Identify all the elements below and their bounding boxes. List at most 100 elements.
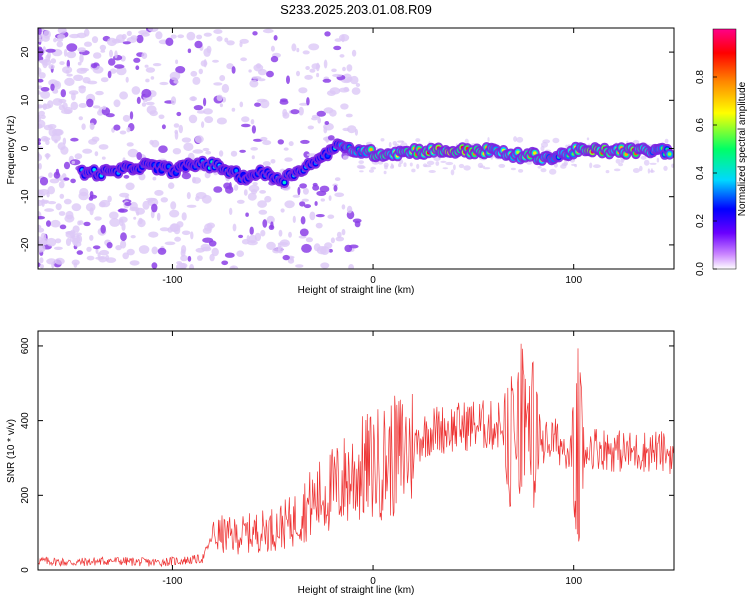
spectrogram-noise-blob [55, 238, 62, 244]
spectrogram-noise-blob [186, 31, 196, 41]
spectrogram-noise-blob [57, 33, 66, 40]
spectrogram-noise-blob [464, 138, 469, 145]
spectrogram-noise-blob [160, 197, 168, 203]
spectrogram-ridge-cell [667, 152, 672, 156]
spectrogram-noise-blob [238, 234, 244, 239]
spectrogram-noise-blob [329, 87, 341, 95]
spectrogram-noise-blob [73, 241, 82, 247]
spectrogram-noise-blob [53, 81, 60, 88]
spectrogram-noise-blob [66, 51, 77, 59]
spectrogram-noise-blob [290, 109, 300, 115]
spectrogram-noise-blob [292, 215, 296, 223]
spectrogram-noise-blob [149, 139, 154, 145]
spectrogram-noise-blob [209, 253, 215, 262]
spectrogram-noise-blob [175, 66, 186, 74]
colorbar-tick-label: 0.2 [695, 214, 706, 228]
spectrogram-noise-blob [240, 57, 248, 62]
spectrogram-noise-blob [216, 36, 223, 42]
spectrogram-noise-blob [289, 256, 294, 261]
spectrogram-noise-blob [262, 28, 274, 34]
spectrogram-noise-blob [205, 150, 212, 155]
spectrogram-noise-blob [190, 231, 194, 240]
spectrogram-noise-blob [216, 117, 227, 125]
spectrogram-noise-blob [126, 142, 134, 147]
spectrogram-noise-blob [78, 116, 84, 121]
spectrogram-noise-blob [45, 153, 50, 160]
spectrogram-noise-blob [309, 211, 316, 221]
spectrogram-noise-blob [620, 160, 624, 163]
spectrogram-noise-blob [59, 224, 67, 230]
spectrogram-noise-blob [138, 245, 150, 254]
spectrogram-noise-blob [107, 70, 112, 79]
spectrogram-noise-blob [358, 160, 365, 165]
spectrogram-noise-blob [113, 124, 121, 131]
spectrogram-noise-blob [145, 101, 155, 106]
spectrogram-noise-blob [647, 168, 651, 174]
spectrogram-noise-blob [341, 34, 345, 43]
spectrogram-noise-blob [142, 200, 150, 210]
spectrogram-noise-blob [38, 224, 42, 229]
spectrogram-noise-blob [239, 101, 244, 108]
spectrogram-noise-blob [118, 208, 125, 213]
spectrogram-noise-blob [78, 220, 84, 225]
snr-x-ticks: -100 0 100 [162, 331, 582, 587]
spectrogram-noise-blob [40, 87, 50, 92]
spectrogram-noise-blob [50, 58, 57, 64]
spectrogram-noise-blob [208, 240, 217, 247]
spectrogram-noise-blob [258, 209, 268, 215]
spectrogram-noise-blob [323, 107, 334, 114]
spectrogram-noise-blob [390, 163, 393, 166]
spectrogram-noise-blob [351, 87, 361, 95]
spectrogram-noise-blob [282, 254, 290, 261]
spectrogram-noise-blob [398, 163, 402, 168]
spectrogram-noise-blob [426, 160, 435, 166]
spectrogram-ridge-cell [282, 180, 287, 185]
spectrogram-noise-blob [277, 245, 284, 254]
spectrogram-noise-blob [47, 124, 57, 129]
spectrogram-noise-blob [320, 198, 325, 202]
spectrogram-noise-blob [383, 170, 387, 175]
spectrogram-noise-blob [315, 214, 325, 218]
colorbar-tick-label: 0.0 [695, 262, 706, 276]
spectrogram-noise-blob [69, 159, 81, 166]
spectrogram-noise-blob [148, 28, 159, 32]
spectrogram-noise-blob [540, 168, 547, 173]
spectrogram-noise-blob [138, 217, 143, 225]
spectrogram-noise-blob [38, 216, 45, 220]
spectrogram-noise-blob [479, 165, 486, 168]
spectrogram-noise-blob [249, 226, 254, 235]
spectrogram-noise-blob [47, 201, 57, 205]
spectrogram-noise-blob [174, 131, 179, 140]
spectrogram-noise-blob [38, 243, 46, 253]
spectrogram-noise-blob [189, 96, 197, 101]
spectrogram-noise-blob [70, 101, 79, 111]
spectrogram-noise-blob [38, 141, 41, 146]
spectrogram-noise-blob [115, 34, 125, 43]
spectrogram-noise-blob [108, 58, 116, 66]
spectrogram-noise-blob [168, 182, 175, 189]
spectrogram-noise-blob [553, 163, 558, 168]
spectrogram-noise-blob [169, 71, 181, 81]
spectrogram-noise-blob [260, 136, 268, 141]
spectrogram-noise-blob [152, 176, 157, 181]
spectrogram-noise-blob [187, 255, 192, 262]
spectrogram-noise-blob [52, 128, 63, 136]
spectrogram-noise-blob [109, 211, 119, 220]
spectrogram-noise-blob [299, 183, 307, 189]
spectrogram-noise-blob [62, 66, 73, 74]
spectrogram-noise-blob [262, 140, 272, 146]
spectrogram-noise-blob [266, 241, 276, 250]
spectrogram-noise-blob [248, 69, 252, 73]
spectrogram-noise-blob [46, 237, 57, 247]
spectrogram-noise-blob [229, 207, 233, 215]
spectrogram-noise-blob [232, 223, 237, 232]
spectrogram-noise-blob [416, 163, 420, 169]
spectrogram-noise-blob [39, 60, 44, 64]
spectrogram-noise-blob [54, 257, 65, 265]
y-tick-label: 600 [20, 337, 31, 354]
spectrogram-noise-blob [309, 68, 316, 73]
spectrogram-noise-blob [109, 49, 113, 58]
spectrogram-noise-blob [99, 44, 107, 51]
spectrogram-noise-blob [197, 255, 203, 261]
spectrogram-noise-blob [151, 262, 158, 269]
